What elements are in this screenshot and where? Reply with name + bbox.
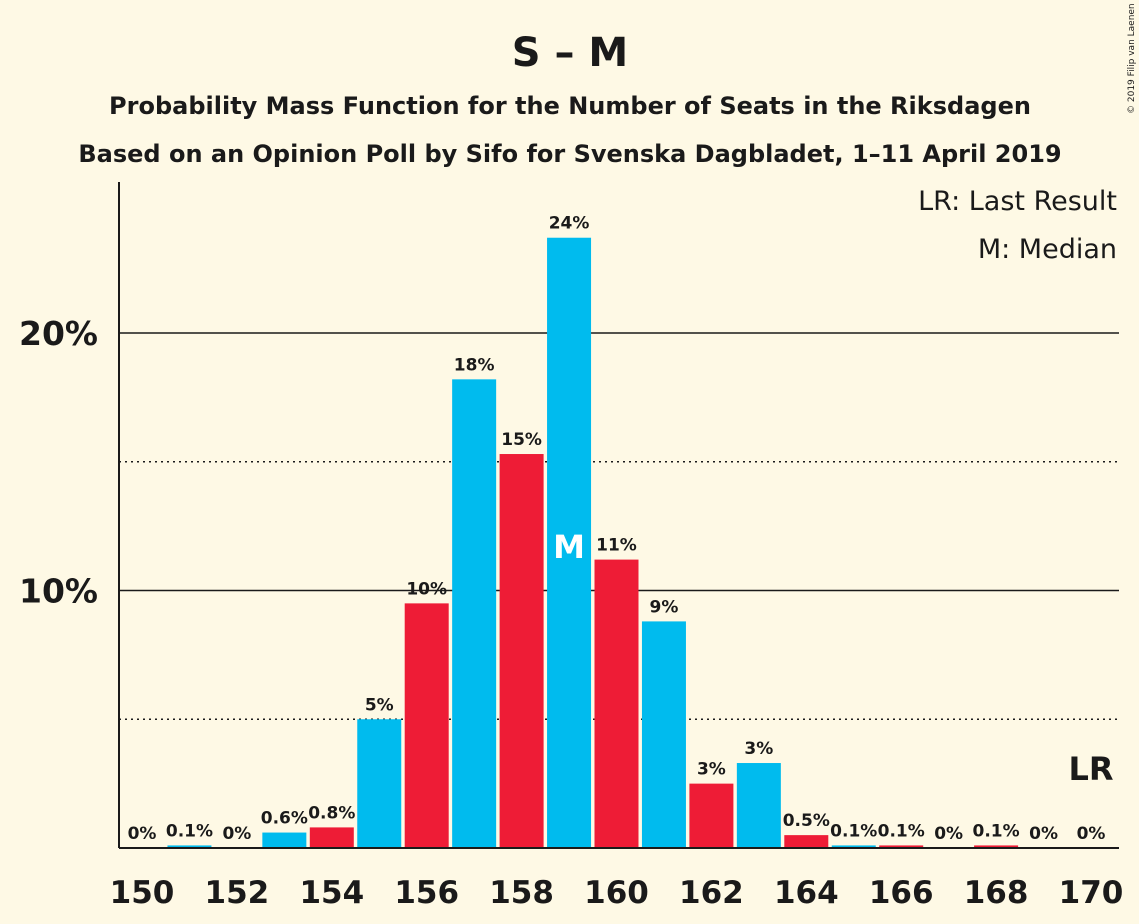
- data-label-168: 0.1%: [973, 821, 1020, 841]
- x-tick-162: 162: [679, 875, 744, 911]
- data-label-166: 0.1%: [878, 821, 925, 841]
- legend-median: M: Median: [978, 234, 1117, 265]
- x-tick-166: 166: [869, 875, 934, 911]
- x-tick-150: 150: [110, 875, 175, 911]
- x-tick-labels: 150 152 154 156 158 160 162 164 166 168 170: [110, 875, 1124, 911]
- data-label-152: 0%: [222, 824, 251, 844]
- x-tick-168: 168: [964, 875, 1029, 911]
- data-labels: 0% 0.1% 0% 0.6% 0.8% 5% 10% 18% 15% 24% 11% 9% 3% 3% 0…: [128, 214, 1114, 844]
- bar-164: [784, 835, 829, 848]
- bar-157: [452, 379, 497, 848]
- y-tick-20: 20%: [19, 314, 98, 353]
- bar-158: [499, 454, 544, 848]
- y-tick-10: 10%: [19, 572, 98, 611]
- bar-151: [167, 845, 212, 848]
- x-tick-170: 170: [1059, 875, 1124, 911]
- data-label-162: 3%: [697, 760, 726, 780]
- bar-161: [641, 621, 686, 848]
- data-label-167: 0%: [934, 824, 963, 844]
- x-tick-160: 160: [584, 875, 649, 911]
- bar-165: [831, 845, 876, 848]
- x-tick-152: 152: [205, 875, 270, 911]
- bar-155: [357, 719, 402, 848]
- last-result-marker: LR: [1068, 750, 1113, 788]
- data-label-153: 0.6%: [261, 809, 308, 829]
- data-label-169: 0%: [1029, 824, 1058, 844]
- data-label-157: 18%: [454, 355, 495, 375]
- x-tick-158: 158: [489, 875, 554, 911]
- data-label-161: 9%: [650, 597, 679, 617]
- bar-163: [736, 763, 781, 848]
- bar-168: [974, 845, 1019, 848]
- copyright-note: © 2019 Filip van Laenen: [1127, 3, 1137, 114]
- median-marker: M: [553, 528, 585, 566]
- bar-166: [879, 845, 924, 848]
- x-tick-154: 154: [299, 875, 364, 911]
- data-label-170: 0%: [1077, 824, 1106, 844]
- data-label-159: 24%: [549, 214, 590, 234]
- data-label-151: 0.1%: [166, 821, 213, 841]
- bars: [167, 237, 1019, 849]
- bar-160: [594, 559, 639, 848]
- data-label-156: 10%: [406, 579, 447, 599]
- data-label-164: 0.5%: [783, 811, 830, 831]
- data-label-150: 0%: [128, 824, 157, 844]
- data-label-158: 15%: [501, 430, 542, 450]
- data-label-160: 11%: [596, 536, 637, 556]
- chart-subtitle: Probability Mass Function for the Number…: [109, 92, 1031, 120]
- data-label-155: 5%: [365, 695, 394, 715]
- chart-subtitle-2: Based on an Opinion Poll by Sifo for Sve…: [78, 140, 1061, 168]
- data-label-163: 3%: [744, 739, 773, 759]
- bar-162: [689, 783, 734, 848]
- bar-159: [547, 237, 592, 849]
- bar-156: [404, 603, 449, 848]
- y-tick-labels: 10% 20%: [19, 314, 98, 611]
- legend-last-result: LR: Last Result: [918, 186, 1117, 217]
- bar-154: [309, 827, 354, 848]
- x-tick-156: 156: [394, 875, 459, 911]
- chart-title: S – M: [512, 30, 628, 76]
- data-label-154: 0.8%: [308, 803, 355, 823]
- bar-153: [262, 832, 307, 848]
- data-label-165: 0.1%: [830, 821, 877, 841]
- x-tick-164: 164: [774, 875, 839, 911]
